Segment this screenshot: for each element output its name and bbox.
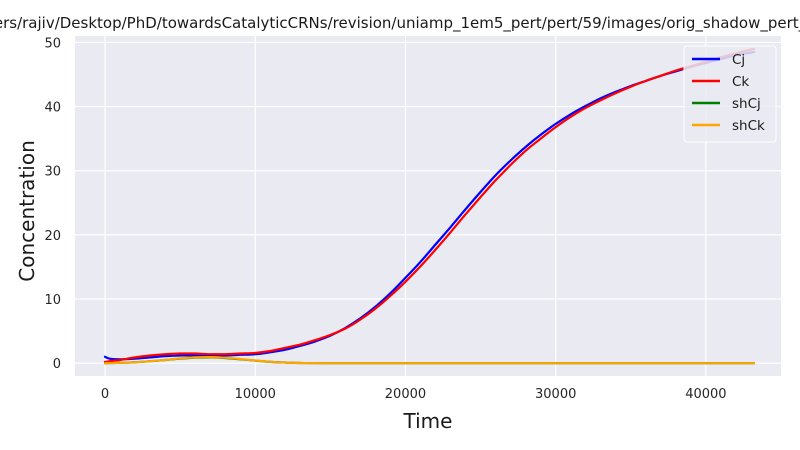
legend-box [683,45,777,143]
x-tick-label: 20000 [385,387,426,402]
y-tick-label: 50 [44,36,61,51]
x-tick-label: 10000 [235,387,276,402]
y-tick-label: 20 [44,229,61,244]
series-line-ck [103,47,756,363]
series-line-shck [103,355,756,365]
legend-label-shck: shCk [732,118,765,134]
x-tick-labels: 0 10000 20000 30000 40000 [101,387,727,402]
x-tick-label: 0 [101,387,109,402]
chart-title: ers/rajiv/Desktop/PhD/towardsCatalyticCR… [0,14,800,33]
legend-label-ck: Ck [732,74,749,90]
y-tick-label: 0 [53,357,61,372]
legend: Cj Ck shCj shCk [683,45,777,143]
legend-label-shcj: shCj [732,96,761,112]
plot-area [75,36,781,376]
x-tick-label: 30000 [535,387,576,402]
x-tick-label: 40000 [685,387,726,402]
y-tick-label: 40 [44,101,61,116]
y-tick-label: 30 [44,165,61,180]
legend-label-cj: Cj [732,52,745,68]
y-tick-labels: 0 10 20 30 40 50 [44,36,61,372]
x-axis-label: Time [403,409,453,433]
y-axis-label: Concentration [15,140,39,281]
y-tick-label: 10 [44,293,61,308]
series-layer [103,47,756,365]
